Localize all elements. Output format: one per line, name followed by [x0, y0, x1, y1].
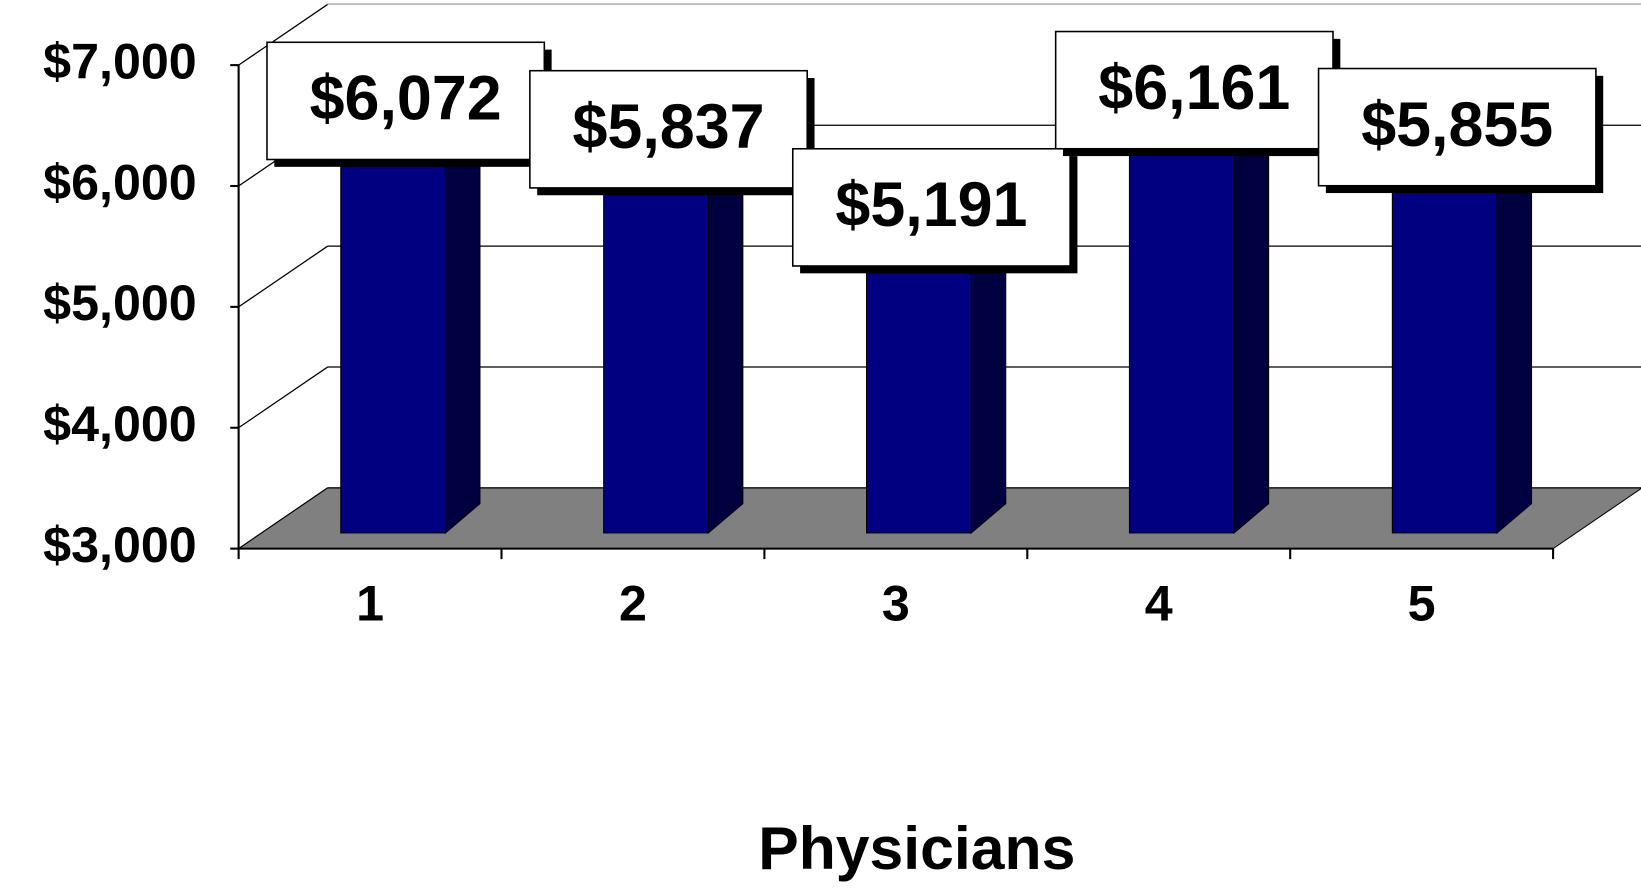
bar-side [707, 159, 744, 535]
grid-line [238, 366, 328, 429]
label-box [266, 41, 546, 161]
y-tick-label: $5,000 [43, 275, 197, 331]
x-tick-label: 1 [356, 576, 384, 632]
x-tick-label: 2 [619, 576, 647, 632]
data-label: $5,191 [835, 170, 1027, 240]
x-tick-label: 4 [1145, 576, 1173, 632]
label-box [1317, 67, 1597, 187]
bar-side [444, 131, 481, 535]
x-tick-label: 5 [1408, 576, 1436, 632]
bar [1391, 187, 1498, 534]
label-box [791, 147, 1071, 267]
data-label: $5,855 [1361, 90, 1553, 160]
data-label: $5,837 [573, 92, 765, 162]
bar-side [1496, 157, 1533, 535]
y-tick-label: $3,000 [43, 517, 197, 573]
grid-line [238, 3, 328, 66]
data-label: $6,072 [310, 64, 502, 134]
bar-side [1233, 120, 1270, 535]
bar [340, 161, 446, 534]
bar [866, 267, 972, 534]
y-tick-label: $7,000 [43, 33, 197, 89]
label-box [1054, 30, 1334, 150]
y-tick-label: $4,000 [43, 396, 197, 452]
data-label: $6,161 [1098, 53, 1290, 123]
bar-side [970, 237, 1007, 535]
bar [603, 189, 709, 534]
x-tick-label: 3 [882, 576, 910, 632]
grid-line [238, 245, 328, 308]
x-axis-title: Physicians [758, 814, 1075, 882]
y-tick-label: $6,000 [43, 154, 197, 210]
bar [1128, 150, 1235, 534]
label-box [529, 69, 808, 189]
